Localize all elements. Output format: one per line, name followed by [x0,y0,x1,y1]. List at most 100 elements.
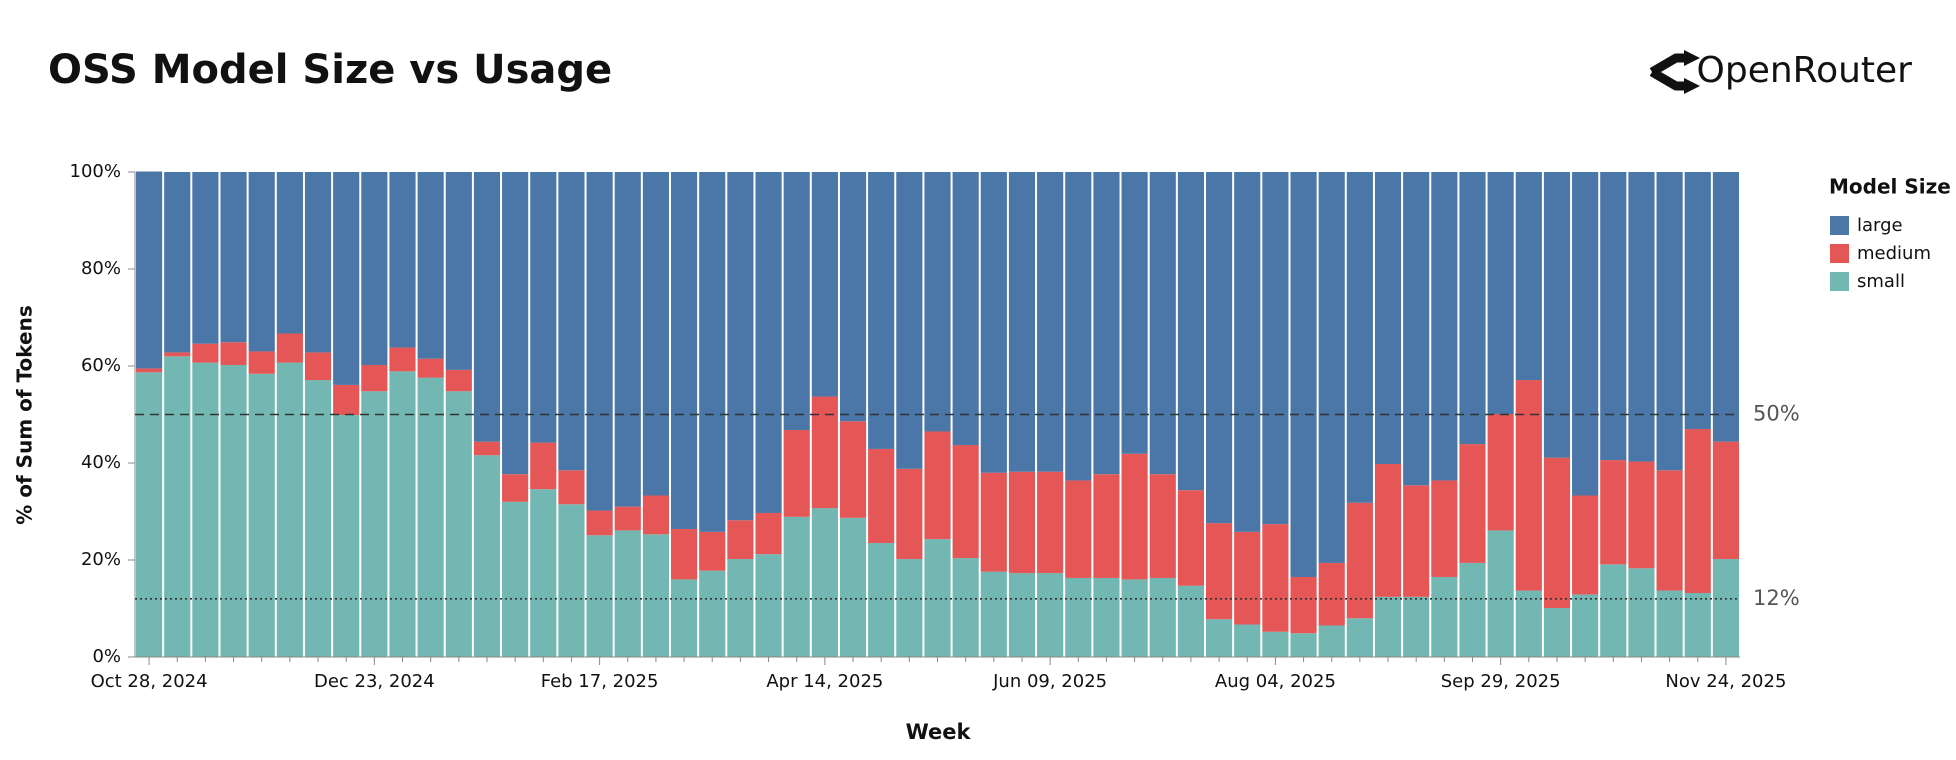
bar-segment [1572,495,1599,595]
x-tick-label: Nov 24, 2025 [1665,671,1786,692]
y-tick-label: 60% [81,355,121,376]
bar-segment [1656,172,1683,471]
bar-segment [473,455,501,657]
bar-segment [220,342,247,366]
bar-segment [1037,172,1064,472]
bar-segment [248,373,275,657]
x-axis-title: Week [906,720,972,744]
bar-segment [980,472,1007,572]
bar-segment [1177,585,1204,657]
bar-segment [502,172,529,475]
bar-segment [1121,172,1148,454]
bar-segment [1149,577,1176,657]
bar-segment [136,372,163,657]
bar-segment [417,377,444,657]
bar-segment [1403,485,1430,597]
bar-segment [1459,172,1486,445]
bar-segment [248,351,275,374]
bar-segment [276,333,303,363]
bar-segment [1206,523,1233,620]
bar-segment [839,172,867,422]
bar-segment [727,172,754,521]
brand-name: OpenRouter [1697,50,1913,91]
bar-segment [389,347,416,372]
bar-segment [361,172,388,366]
bar-segment [783,430,810,517]
y-tick-label: 0% [92,646,121,667]
legend-label: large [1857,215,1903,236]
bar-segment [671,579,698,657]
bar-segment [192,172,219,344]
bar-segment [136,171,163,369]
bar-segment [1149,172,1176,475]
legend-swatch [1830,244,1849,263]
bar-segment [1684,592,1711,657]
y-axis-title: % of Sum of Tokens [13,305,37,524]
bar-segment [1262,172,1289,525]
x-tick-label: Oct 28, 2024 [91,671,208,692]
bar-segment [671,528,698,580]
bar-segment [361,391,388,657]
legend-title: Model Size [1829,175,1951,199]
x-tick-label: Dec 23, 2024 [314,671,435,692]
bar-segment [811,508,838,657]
bar-segment [136,368,163,373]
bar-segment [1600,172,1627,461]
bar-segment [333,414,360,657]
bar-segment [1403,172,1430,486]
bar-segment [1008,172,1036,472]
bar-segment [1346,172,1373,503]
bar-segment [530,172,557,443]
bar-segment [980,172,1007,473]
bar-segment [1628,461,1655,569]
bar-segment [699,570,726,657]
bar-segment [276,362,303,657]
bar-segment [1065,577,1092,657]
bar-segment [445,369,472,392]
bar-segment [304,352,332,381]
bar-segment [1628,172,1655,462]
bar-segment [586,535,613,657]
bar-segment [333,384,360,415]
bar-segment [1684,172,1711,430]
bar-segment [1177,172,1204,491]
bar-segment [1037,471,1064,574]
bar-segment [1543,457,1571,609]
bar-segment [1459,444,1486,563]
bar-segment [1065,480,1092,578]
bar-segment [445,391,472,657]
bar-segment [417,172,444,359]
bar-segment [727,559,754,657]
bar-segment [1206,172,1233,524]
legend-label: small [1857,271,1905,292]
bar-segment [1656,590,1683,657]
bar-segment [220,172,247,343]
bar-segment [1290,633,1317,657]
bar-segment [1065,172,1092,481]
reference-label: 12% [1753,586,1800,610]
bar-segment [952,558,979,657]
bar-segment [1290,172,1317,577]
bar-segment [558,504,585,657]
bar-segment [614,172,641,507]
bar-segment [473,172,501,442]
bar-segment [1487,414,1514,531]
bar-segment [1487,530,1514,657]
x-tick-label: Feb 17, 2025 [541,671,659,692]
bar-segment [783,172,810,431]
bar-segment [304,172,332,353]
bar-segment [192,343,219,363]
bar-segment [1600,564,1627,657]
bar-segment [1149,474,1176,578]
bar-segment [1374,172,1402,464]
reference-label: 50% [1753,402,1800,426]
bar-segment [1121,453,1148,580]
bar-segment [192,362,219,657]
bar-segment [1234,172,1261,532]
bar-segment [248,172,275,352]
bar-segment [952,445,979,559]
logo-arrows [1684,50,1700,94]
y-tick-label: 80% [81,258,121,279]
bar-segment [1712,172,1739,442]
